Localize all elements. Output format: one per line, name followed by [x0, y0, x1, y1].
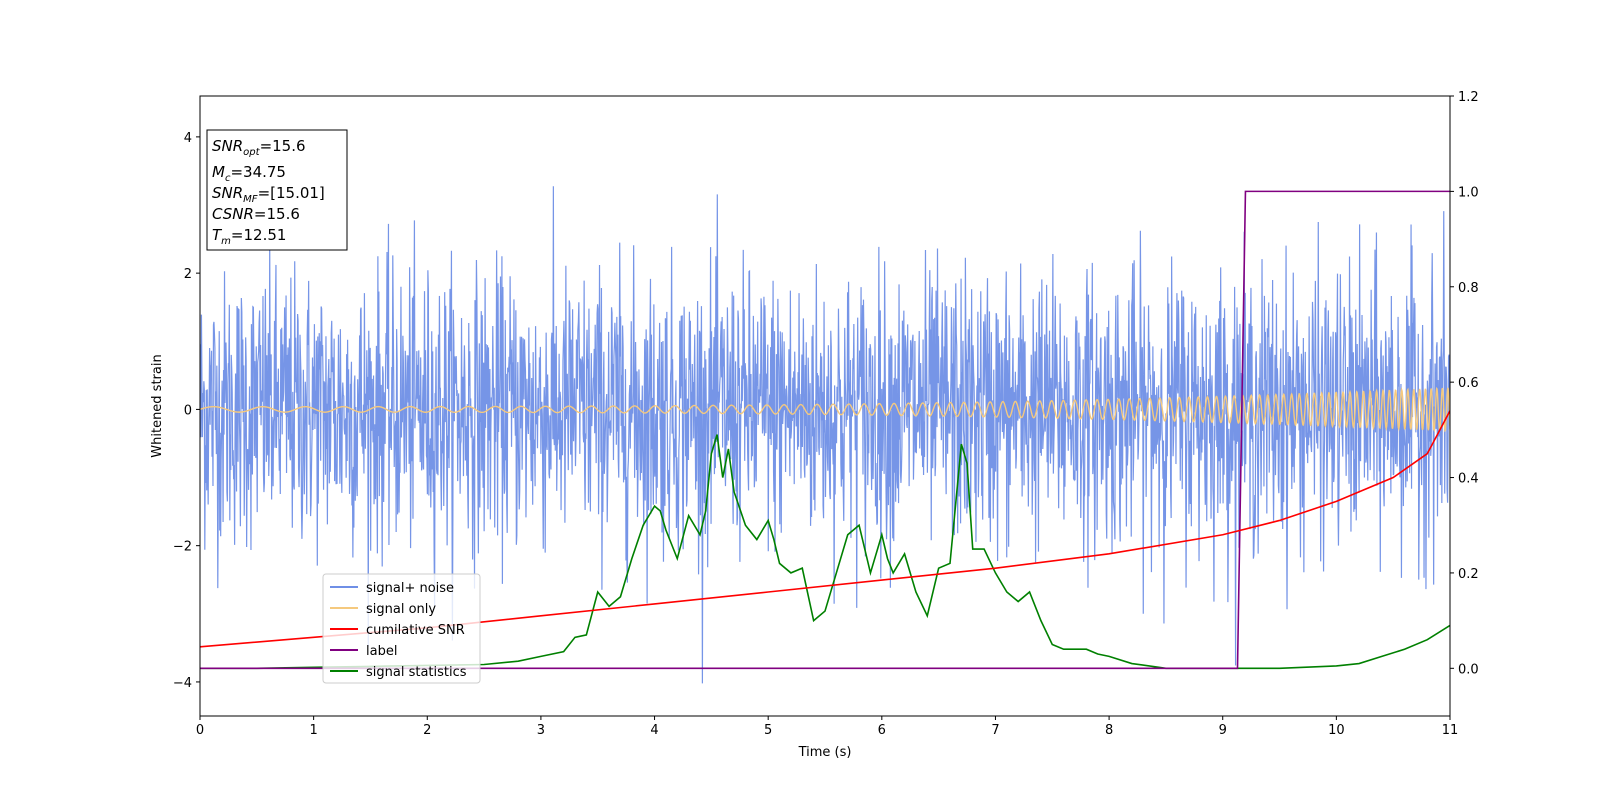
legend-label: label: [366, 644, 397, 659]
x-tick-label: 0: [196, 723, 204, 738]
x-tick-label: 1: [309, 723, 317, 738]
right-y-tick-label: 0.6: [1458, 376, 1479, 391]
x-tick-label: 9: [1219, 723, 1227, 738]
legend: signal+ noise signal only cumilative SNR la…: [322, 573, 481, 684]
legend-label: signal+ noise: [366, 581, 454, 596]
info-box-line: Mc=34.75: [212, 163, 286, 184]
x-tick-label: 8: [1105, 723, 1113, 738]
info-box-line: SNRMF=[15.01]: [212, 184, 325, 205]
legend-label: signal statistics: [366, 665, 467, 680]
info-box-frame: [206, 129, 348, 251]
x-tick-label: 11: [1442, 723, 1459, 738]
legend-frame: [322, 573, 481, 684]
info-box-line: Tm=12.51: [212, 226, 286, 247]
x-axis: 0 1 2 3 4 5 6 7 8 9 10 11: [196, 716, 1458, 738]
left-y-tick-label: −2: [173, 540, 192, 555]
x-tick-label: 3: [537, 723, 545, 738]
info-box-line: SNRopt=15.6: [212, 137, 306, 158]
left-y-tick-label: 0: [184, 403, 192, 418]
x-tick-label: 10: [1328, 723, 1345, 738]
right-y-tick-label: 0.4: [1458, 472, 1479, 487]
right-y-tick-label: 0.0: [1458, 662, 1479, 677]
right-y-tick-label: 0.2: [1458, 567, 1479, 582]
x-tick-label: 7: [991, 723, 999, 738]
legend-label: cumilative SNR: [366, 623, 465, 638]
right-y-tick-label: 0.8: [1458, 281, 1479, 296]
x-tick-label: 4: [650, 723, 658, 738]
x-tick-label: 6: [878, 723, 886, 738]
left-y-tick-label: 4: [184, 131, 192, 146]
y-axis-label: Whitened strain: [150, 354, 165, 457]
left-y-tick-label: 2: [184, 267, 192, 282]
x-tick-label: 2: [423, 723, 431, 738]
x-tick-label: 5: [764, 723, 772, 738]
x-axis-label: Time (s): [798, 745, 852, 760]
legend-label: signal only: [366, 602, 436, 617]
right-y-tick-label: 1.2: [1458, 90, 1479, 105]
right-y-axis: 1.2 1.0 0.8 0.6 0.4 0.2 0.0: [1450, 90, 1479, 677]
plot-frame: [199, 95, 1451, 717]
series-signal-statistics: [200, 434, 1450, 670]
left-y-axis: 4 2 0 −2 −4: [173, 131, 200, 691]
right-y-tick-label: 1.0: [1458, 185, 1479, 200]
info-box-line: CSNR=15.6: [212, 205, 300, 223]
left-y-tick-label: −4: [173, 676, 192, 691]
series-label: [200, 190, 1450, 670]
info-box: SNRopt=15.6 Mc=34.75SNRMF=[15.01]CSNR=15.…: [206, 129, 348, 251]
series-layer: [200, 186, 1450, 684]
